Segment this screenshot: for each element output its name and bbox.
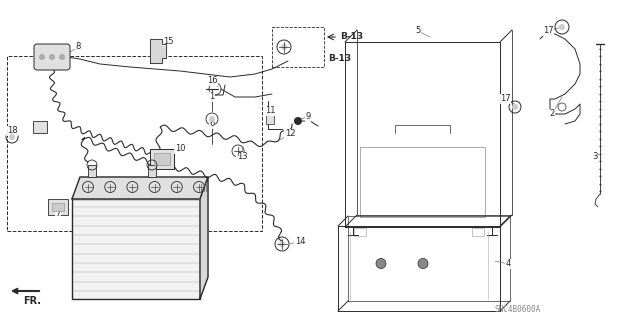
Text: 11: 11 [265, 107, 275, 115]
Circle shape [559, 24, 565, 30]
Bar [360, 147, 485, 217]
Polygon shape [150, 39, 166, 63]
Text: 17: 17 [543, 26, 554, 35]
Bar [48, 199, 68, 215]
Text: 8: 8 [76, 42, 81, 51]
Text: 13: 13 [237, 152, 247, 161]
Text: 5: 5 [415, 26, 420, 35]
Text: 2: 2 [549, 109, 555, 118]
Text: 7: 7 [55, 210, 61, 219]
Circle shape [281, 44, 287, 50]
FancyBboxPatch shape [34, 44, 70, 70]
Circle shape [49, 54, 55, 60]
Circle shape [39, 54, 45, 60]
Text: 9: 9 [305, 113, 310, 122]
Circle shape [418, 258, 428, 269]
Text: 15: 15 [163, 36, 173, 46]
Text: 10: 10 [175, 145, 185, 153]
Polygon shape [72, 177, 208, 199]
Bar [150, 149, 174, 169]
Text: 12: 12 [285, 130, 295, 138]
Text: B-13: B-13 [328, 55, 351, 63]
Bar [7, 56, 262, 231]
Circle shape [376, 258, 386, 269]
Bar [52, 203, 64, 211]
Circle shape [209, 116, 215, 122]
Text: 17: 17 [500, 94, 510, 103]
Text: FR.: FR. [23, 296, 41, 306]
Bar [88, 165, 96, 177]
Text: 18: 18 [6, 127, 17, 136]
Circle shape [512, 104, 518, 110]
Bar [148, 165, 156, 177]
Circle shape [279, 241, 285, 247]
Text: 6: 6 [209, 120, 214, 129]
Bar [154, 153, 170, 165]
Text: B-13: B-13 [340, 33, 363, 41]
Text: 4: 4 [506, 259, 511, 269]
Text: 3: 3 [592, 152, 598, 161]
Circle shape [9, 134, 15, 140]
Text: 1: 1 [209, 93, 214, 101]
Bar [33, 121, 47, 133]
Bar [272, 27, 324, 67]
Bar [354, 228, 366, 236]
Bar [266, 114, 274, 124]
Bar [72, 199, 200, 299]
Bar [472, 228, 484, 236]
Text: 16: 16 [207, 77, 218, 85]
Circle shape [59, 54, 65, 60]
Text: SNC4B0600A: SNC4B0600A [495, 305, 541, 314]
Polygon shape [200, 177, 208, 299]
Circle shape [294, 117, 302, 125]
Text: 14: 14 [295, 236, 305, 246]
